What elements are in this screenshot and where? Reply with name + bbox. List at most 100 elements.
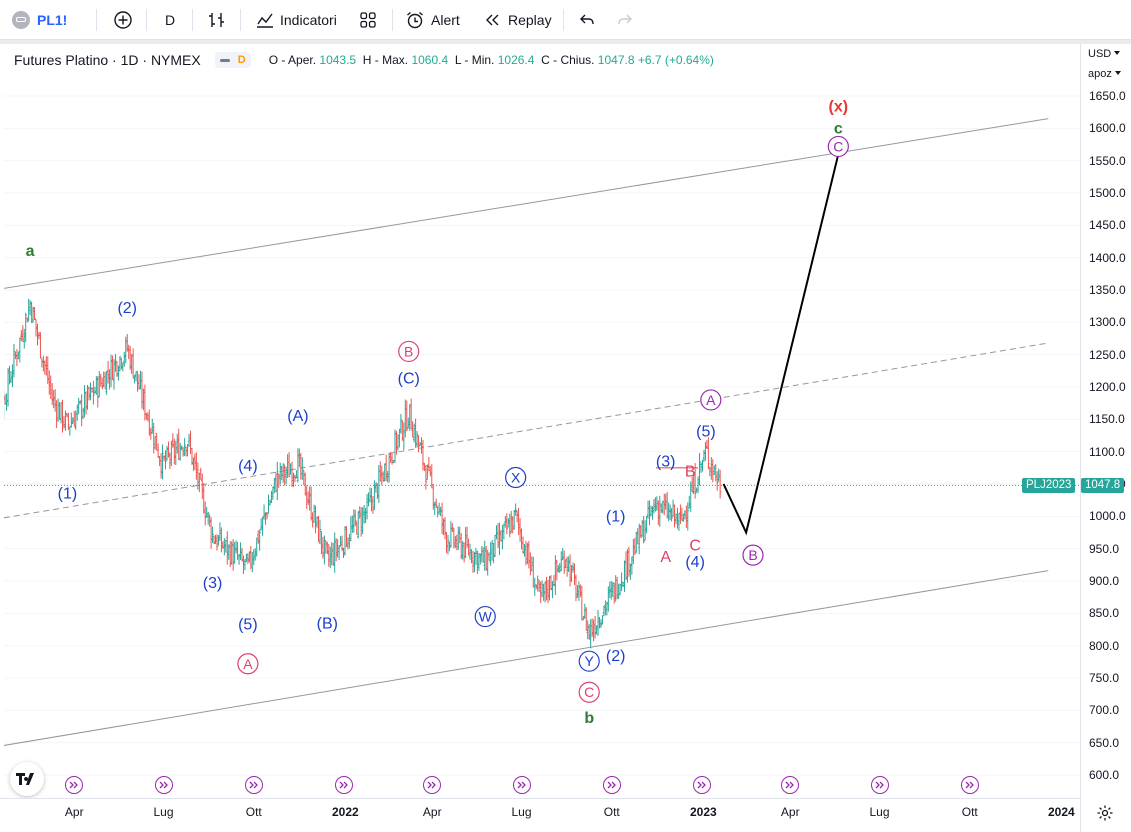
time-tick-label: Apr <box>422 805 442 819</box>
wave-label: X <box>511 470 521 486</box>
interval-button[interactable]: D <box>165 0 175 40</box>
redo-button[interactable] <box>616 0 634 40</box>
event-marker-icon[interactable] <box>960 776 979 794</box>
undo-icon <box>580 14 594 24</box>
close-value: 1047.8 <box>597 53 635 67</box>
currency-selector[interactable]: USD <box>1088 48 1120 60</box>
undo-button[interactable] <box>578 0 596 40</box>
price-tick-label: 850.0 <box>1089 606 1120 621</box>
divider <box>392 9 393 31</box>
wave-label: (4) <box>685 554 705 571</box>
wave-label-circle <box>827 135 849 158</box>
price-axis[interactable] <box>1080 44 1131 832</box>
time-tick-label: Ott <box>603 805 620 819</box>
platinum-logo-icon <box>12 11 30 29</box>
price-tick-label: 1150.0 <box>1089 412 1125 427</box>
event-marker-icon[interactable] <box>65 776 84 794</box>
wave-label: (5) <box>238 616 258 633</box>
price-tick-label: 1100.0 <box>1089 444 1125 459</box>
wave-label-circle <box>578 681 600 703</box>
low-value: 1026.4 <box>497 53 535 67</box>
grid-layout-icon <box>360 12 376 28</box>
time-tick-label: 2023 <box>690 805 717 819</box>
wave-label: (2) <box>117 300 137 317</box>
wave-label: A <box>243 656 253 672</box>
event-marker-icon[interactable] <box>693 776 711 794</box>
wave-label: (2) <box>606 648 626 665</box>
wave-label: (4) <box>238 458 258 475</box>
event-marker-icon[interactable] <box>870 776 889 794</box>
event-marker-icon[interactable] <box>154 776 173 794</box>
price-tick-label: 600.0 <box>1089 768 1120 782</box>
price-tick-label: 700.0 <box>1089 703 1120 718</box>
tradingview-logo[interactable] <box>10 762 44 796</box>
redo-icon <box>618 14 632 24</box>
ohlc-values: O - Aper. 1043.5 H - Max. 1060.4 L - Min… <box>269 53 714 67</box>
event-marker-icon[interactable] <box>423 776 442 794</box>
wave-label-circle <box>474 605 496 628</box>
gear-icon <box>1097 805 1113 821</box>
alert-label: Alert <box>431 12 460 28</box>
event-marker-icon[interactable] <box>512 776 531 794</box>
price-tick-label: 1600.0 <box>1089 121 1126 136</box>
wave-label: Y <box>585 653 595 669</box>
open-label: O - Aper. <box>268 53 317 67</box>
layouts-button[interactable] <box>359 0 377 40</box>
price-tick-label: 1650.0 <box>1089 89 1126 103</box>
plus-circle-icon <box>114 11 132 29</box>
divider <box>146 9 147 31</box>
compare-add-button[interactable] <box>113 0 133 40</box>
divider <box>96 9 97 31</box>
event-marker-icon[interactable] <box>335 776 353 794</box>
event-marker-icon[interactable] <box>602 776 621 794</box>
settings-button[interactable] <box>1096 804 1114 827</box>
channel-line <box>4 118 1049 289</box>
event-marker-icon[interactable] <box>244 776 263 794</box>
wave-label: W <box>479 609 493 625</box>
divider <box>240 9 241 31</box>
price-tick-label: 1350.0 <box>1089 283 1126 297</box>
price-tick-label: 950.0 <box>1089 541 1120 556</box>
price-tick-label: 750.0 <box>1089 671 1120 685</box>
indicators-icon <box>257 13 273 28</box>
bars-chart-icon <box>209 13 224 27</box>
wave-label-circle <box>505 466 527 489</box>
price-tick-label: 1300.0 <box>1089 315 1126 330</box>
status-pill[interactable]: D <box>214 52 251 68</box>
price-tick-label: 1250.0 <box>1089 347 1126 362</box>
chart-type-button[interactable] <box>207 0 227 40</box>
delayed-status-badge: D <box>237 54 246 66</box>
wave-label: (1) <box>606 508 626 525</box>
wave-label: b <box>584 710 594 727</box>
open-value: 1043.5 <box>319 53 357 67</box>
price-tick-label: 1500.0 <box>1089 186 1126 200</box>
wave-label-circle <box>700 389 722 411</box>
wave-label: c <box>834 120 843 137</box>
time-axis[interactable] <box>0 798 1080 832</box>
wave-label: C <box>833 138 843 154</box>
projection-path <box>722 153 840 536</box>
toolbar-gap <box>0 40 1131 44</box>
interval-label: D <box>165 12 176 28</box>
price-tick-label: 1000.0 <box>1089 509 1126 524</box>
replay-button[interactable]: Replay <box>484 0 552 40</box>
alarm-clock-icon <box>407 11 423 29</box>
price-tick-label: 900.0 <box>1089 574 1120 588</box>
event-marker-icon[interactable] <box>781 776 800 794</box>
wave-label: A <box>706 392 716 408</box>
scale-mode-selector[interactable]: apoz <box>1088 68 1121 80</box>
wave-label-circle <box>398 340 420 363</box>
high-label: H - Max. <box>362 53 409 67</box>
alert-button[interactable]: Alert <box>405 0 460 40</box>
chart-title: Futures Platino · 1D · NYMEX <box>14 52 201 68</box>
wave-label: B <box>404 343 413 359</box>
price-plot[interactable]: a (2) (1) (4) (3) (5) A (A) (B) B (C) X W Y (2) Cb (1) (3… <box>4 44 1080 798</box>
wave-label: A <box>660 549 671 566</box>
time-tick-label: Lug <box>869 805 890 819</box>
channel-line <box>4 342 1049 519</box>
replay-label: Replay <box>508 12 552 28</box>
indicators-button[interactable]: Indicatori <box>255 0 337 40</box>
symbol-search[interactable]: PL1! <box>12 0 67 40</box>
time-tick-label: 2024 <box>1048 805 1075 819</box>
